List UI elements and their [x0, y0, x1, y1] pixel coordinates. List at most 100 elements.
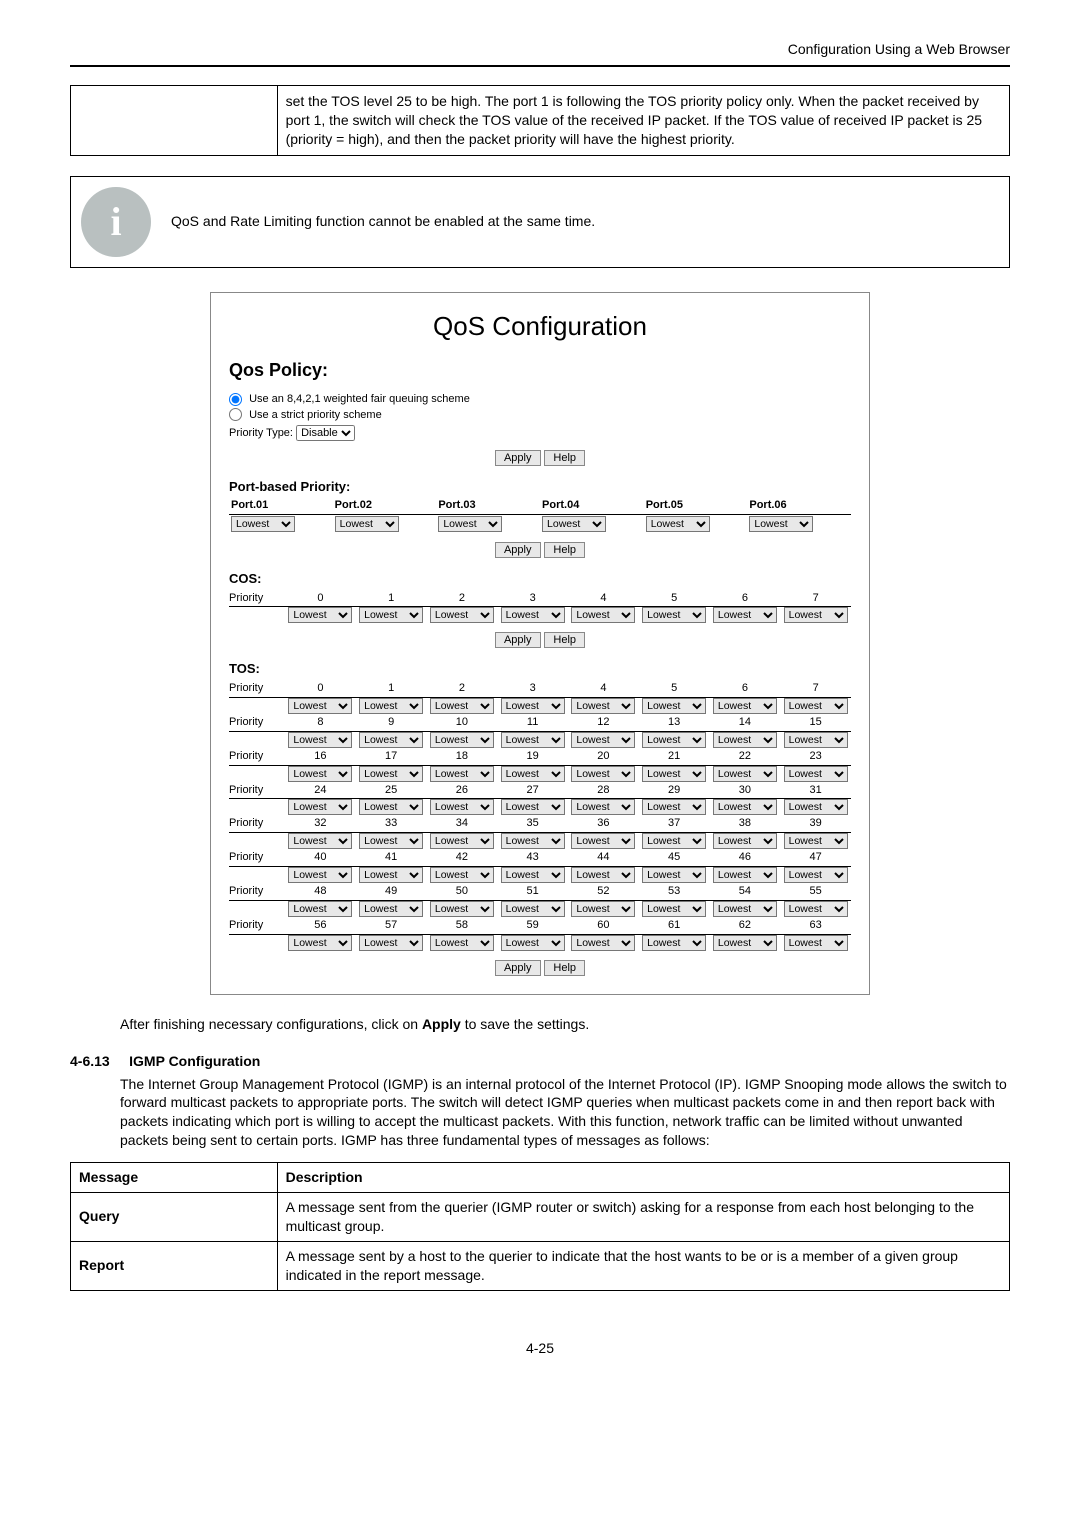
port-select-3[interactable]: Lowest — [438, 516, 502, 532]
cos-select[interactable]: Lowest — [571, 607, 635, 623]
tos-select[interactable]: Lowest — [430, 935, 494, 951]
tos-select[interactable]: Lowest — [359, 901, 423, 917]
tos-select[interactable]: Lowest — [501, 935, 565, 951]
radio-weighted-label: Use an 8,4,2,1 weighted fair queuing sch… — [249, 393, 470, 405]
cos-select[interactable]: Lowest — [359, 607, 423, 623]
tos-select[interactable]: Lowest — [571, 732, 635, 748]
tos-select[interactable]: Lowest — [784, 698, 848, 714]
tos-select[interactable]: Lowest — [288, 935, 352, 951]
tos-select[interactable]: Lowest — [784, 935, 848, 951]
tos-select[interactable]: Lowest — [642, 799, 706, 815]
tos-select[interactable]: Lowest — [430, 799, 494, 815]
tos-select[interactable]: Lowest — [359, 732, 423, 748]
tos-select[interactable]: Lowest — [359, 799, 423, 815]
top-table-left-cell — [71, 85, 278, 155]
cos-select-row: Lowest Lowest Lowest Lowest Lowest Lowest Lowe… — [229, 607, 851, 623]
tos-select[interactable]: Lowest — [571, 799, 635, 815]
tos-select[interactable]: Lowest — [571, 766, 635, 782]
tos-select[interactable]: Lowest — [359, 833, 423, 849]
tos-select[interactable]: Lowest — [784, 867, 848, 883]
radio-strict-input[interactable] — [229, 408, 242, 421]
tos-select[interactable]: Lowest — [501, 867, 565, 883]
port-select-5[interactable]: Lowest — [646, 516, 710, 532]
cos-select[interactable]: Lowest — [784, 607, 848, 623]
tos-select[interactable]: Lowest — [288, 867, 352, 883]
priority-type-select[interactable]: Disable — [296, 425, 355, 441]
tos-select[interactable]: Lowest — [784, 766, 848, 782]
tos-select[interactable]: Lowest — [642, 766, 706, 782]
tos-select[interactable]: Lowest — [642, 833, 706, 849]
port-header-row: Port.01 Port.02 Port.03 Port.04 Port.05 … — [229, 497, 851, 515]
tos-select[interactable]: Lowest — [784, 833, 848, 849]
tos-select[interactable]: Lowest — [642, 732, 706, 748]
tos-select[interactable]: Lowest — [430, 766, 494, 782]
tos-select[interactable]: Lowest — [642, 935, 706, 951]
help-button-policy[interactable]: Help — [544, 450, 585, 466]
help-button-cos[interactable]: Help — [544, 632, 585, 648]
port-select-1[interactable]: Lowest — [231, 516, 295, 532]
tos-select[interactable]: Lowest — [501, 766, 565, 782]
port-select-6[interactable]: Lowest — [749, 516, 813, 532]
tos-select[interactable]: Lowest — [501, 833, 565, 849]
tos-select[interactable]: Lowest — [571, 935, 635, 951]
help-button-port[interactable]: Help — [544, 542, 585, 558]
cos-select[interactable]: Lowest — [713, 607, 777, 623]
tos-select[interactable]: Lowest — [288, 799, 352, 815]
tos-select[interactable]: Lowest — [430, 698, 494, 714]
tos-select[interactable]: Lowest — [571, 698, 635, 714]
tos-select[interactable]: Lowest — [713, 833, 777, 849]
cos-select[interactable]: Lowest — [430, 607, 494, 623]
tos-select[interactable]: Lowest — [713, 799, 777, 815]
tos-select[interactable]: Lowest — [642, 901, 706, 917]
tos-select[interactable]: Lowest — [359, 698, 423, 714]
tos-select[interactable]: Lowest — [359, 935, 423, 951]
tos-select[interactable]: Lowest — [784, 901, 848, 917]
tos-select[interactable]: Lowest — [571, 901, 635, 917]
tos-num: 54 — [710, 883, 781, 900]
tos-select[interactable]: Lowest — [571, 833, 635, 849]
tos-select[interactable]: Lowest — [642, 867, 706, 883]
tos-select[interactable]: Lowest — [713, 698, 777, 714]
tos-select[interactable]: Lowest — [359, 766, 423, 782]
tos-select[interactable]: Lowest — [288, 698, 352, 714]
tos-select[interactable]: Lowest — [784, 732, 848, 748]
radio-weighted-input[interactable] — [229, 393, 242, 406]
cos-select[interactable]: Lowest — [288, 607, 352, 623]
tos-select[interactable]: Lowest — [359, 867, 423, 883]
tos-select[interactable]: Lowest — [713, 766, 777, 782]
page-number: 4-25 — [70, 1339, 1010, 1358]
tos-select[interactable]: Lowest — [713, 732, 777, 748]
tos-select[interactable]: Lowest — [430, 901, 494, 917]
apply-button-port[interactable]: Apply — [495, 542, 541, 558]
port-select-2[interactable]: Lowest — [335, 516, 399, 532]
apply-button-tos[interactable]: Apply — [495, 960, 541, 976]
tos-select[interactable]: Lowest — [430, 867, 494, 883]
radio-strict[interactable]: Use a strict priority scheme — [229, 408, 851, 423]
tos-select[interactable]: Lowest — [501, 799, 565, 815]
tos-select[interactable]: Lowest — [713, 935, 777, 951]
tos-select[interactable]: Lowest — [642, 698, 706, 714]
tos-select[interactable]: Lowest — [713, 867, 777, 883]
tos-select[interactable]: Lowest — [288, 833, 352, 849]
apply-button-cos[interactable]: Apply — [495, 632, 541, 648]
tos-select[interactable]: Lowest — [501, 901, 565, 917]
port-select-4[interactable]: Lowest — [542, 516, 606, 532]
tos-select[interactable]: Lowest — [713, 901, 777, 917]
cos-select[interactable]: Lowest — [501, 607, 565, 623]
help-button-tos[interactable]: Help — [544, 960, 585, 976]
cos-select[interactable]: Lowest — [642, 607, 706, 623]
tos-num: 9 — [356, 714, 427, 731]
tos-select[interactable]: Lowest — [430, 833, 494, 849]
radio-weighted[interactable]: Use an 8,4,2,1 weighted fair queuing sch… — [229, 392, 851, 407]
tos-select[interactable]: Lowest — [501, 732, 565, 748]
tos-select[interactable]: Lowest — [501, 698, 565, 714]
tos-select[interactable]: Lowest — [784, 799, 848, 815]
tos-select[interactable]: Lowest — [288, 732, 352, 748]
tos-select[interactable]: Lowest — [430, 732, 494, 748]
tos-select[interactable]: Lowest — [288, 766, 352, 782]
tos-num: 27 — [497, 782, 568, 799]
tos-select[interactable]: Lowest — [288, 901, 352, 917]
tos-num: 47 — [780, 849, 851, 866]
apply-button-policy[interactable]: Apply — [495, 450, 541, 466]
tos-select[interactable]: Lowest — [571, 867, 635, 883]
